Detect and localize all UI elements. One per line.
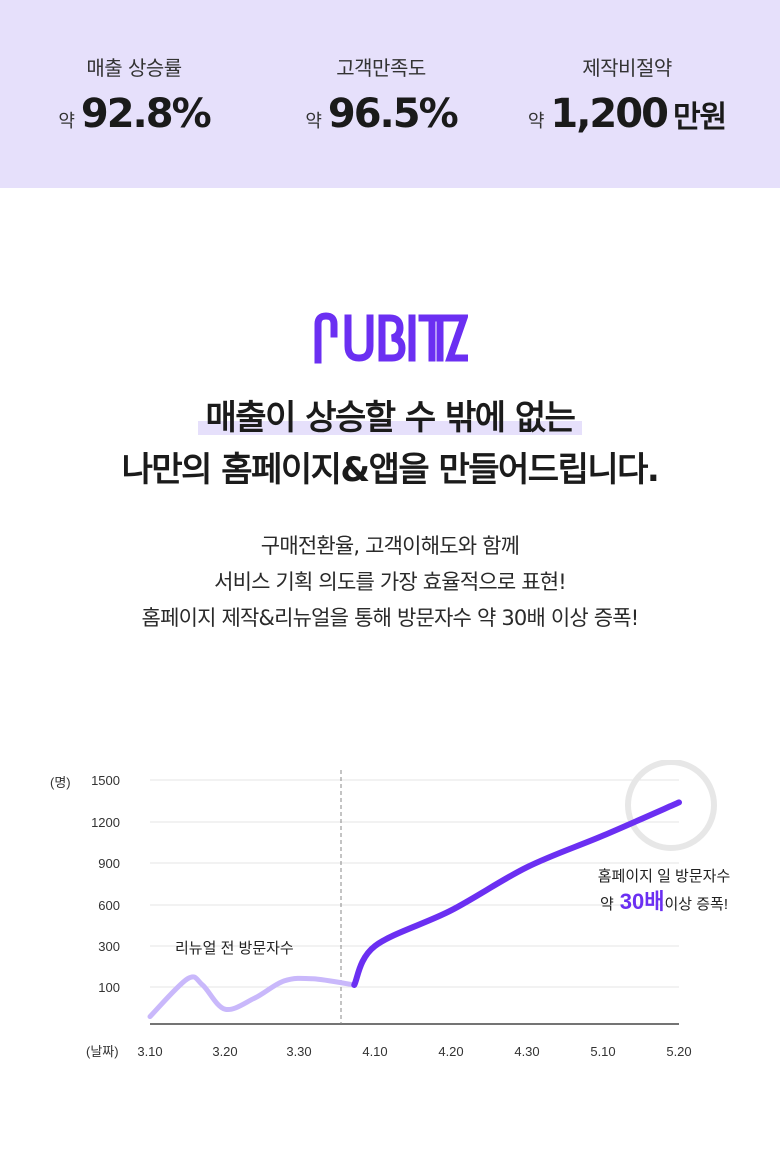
annotation-after-line-1: 홈페이지 일 방문자수	[598, 867, 731, 885]
stats-banner: 매출 상승률 약 92.8% 고객만족도 약 96.5% 제작비절약 약 1,2…	[0, 0, 780, 188]
stat-label: 고객만족도	[336, 56, 426, 80]
stat-value: 1,200	[550, 91, 669, 137]
chart-grid	[150, 779, 679, 988]
x-tick-label: 4.10	[362, 1044, 387, 1059]
x-tick-label: 3.30	[286, 1044, 311, 1059]
description-line: 구매전환율, 고객이해도와 함께	[260, 534, 520, 558]
x-tick-label: 4.30	[514, 1044, 539, 1059]
stat-cost-saving: 제작비절약 약 1,200 만원	[497, 52, 757, 137]
visitor-chart: 1500 1200 900 600 300 100 3.10 3.20 3.30 4.10 4.2…	[50, 760, 731, 1059]
highlight-circle	[625, 760, 717, 851]
stat-unit: 만원	[672, 100, 727, 135]
stat-prefix: 약	[58, 111, 75, 132]
chart-series	[147, 799, 682, 1020]
stat-label: 매출 상승률	[86, 56, 182, 80]
headline-line-1: 매출이 상승할 수 밖에 없는	[197, 398, 583, 438]
annotation-suffix: 이상 증폭!	[664, 896, 728, 913]
y-tick-label: 1200	[91, 815, 120, 830]
stat-sales-growth: 매출 상승률 약 92.8%	[4, 52, 264, 137]
brand-logo	[0, 312, 780, 368]
stat-value-row: 약 1,200 만원	[497, 91, 757, 137]
series-line-after	[351, 799, 682, 988]
stat-value: 92.8%	[80, 91, 212, 137]
pubittz-logo-icon	[314, 312, 469, 364]
series-line-before	[147, 974, 357, 1020]
headline-line-2: 나만의 홈페이지&앱을 만들어드립니다.	[121, 450, 660, 490]
description-line: 서비스 기획 의도를 가장 효율적으로 표현!	[214, 570, 567, 594]
x-tick-label: 3.10	[137, 1044, 162, 1059]
y-tick-labels: 1500 1200 900 600 300 100	[91, 773, 120, 995]
y-tick-label: 900	[98, 856, 120, 871]
x-tick-label: 4.20	[438, 1044, 463, 1059]
stat-value: 96.5%	[327, 91, 459, 137]
headline: 매출이 상승할 수 밖에 없는 나만의 홈페이지&앱을 만들어드립니다.	[0, 392, 780, 496]
annotation-prefix: 약	[600, 896, 614, 913]
y-tick-label: 1500	[91, 773, 120, 788]
stat-value-row: 약 92.8%	[4, 91, 264, 137]
annotation-before: 리뉴얼 전 방문자수	[175, 940, 294, 957]
y-tick-label: 100	[98, 980, 120, 995]
x-tick-labels: 3.10 3.20 3.30 4.10 4.20 4.30 5.10 5.20	[137, 1044, 691, 1059]
stat-label: 제작비절약	[582, 56, 672, 80]
annotation-highlight: 30배	[620, 889, 665, 914]
y-tick-label: 600	[98, 898, 120, 913]
annotation-after-line-2: 약 30배이상 증폭!	[600, 889, 728, 914]
stat-prefix: 약	[305, 111, 322, 132]
y-tick-label: 300	[98, 939, 120, 954]
x-unit-label: (날짜)	[86, 1044, 119, 1059]
stat-prefix: 약	[527, 111, 545, 132]
description-line: 홈페이지 제작&리뉴얼을 통해 방문자수 약 30배 이상 증폭!	[141, 606, 640, 630]
x-tick-label: 3.20	[212, 1044, 237, 1059]
stat-satisfaction: 고객만족도 약 96.5%	[251, 52, 511, 137]
description: 구매전환율, 고객이해도와 함께 서비스 기획 의도를 가장 효율적으로 표현!…	[0, 528, 780, 636]
x-tick-label: 5.10	[590, 1044, 615, 1059]
y-unit-label: (명)	[50, 775, 71, 790]
stat-value-row: 약 96.5%	[251, 91, 511, 137]
x-tick-label: 5.20	[666, 1044, 691, 1059]
